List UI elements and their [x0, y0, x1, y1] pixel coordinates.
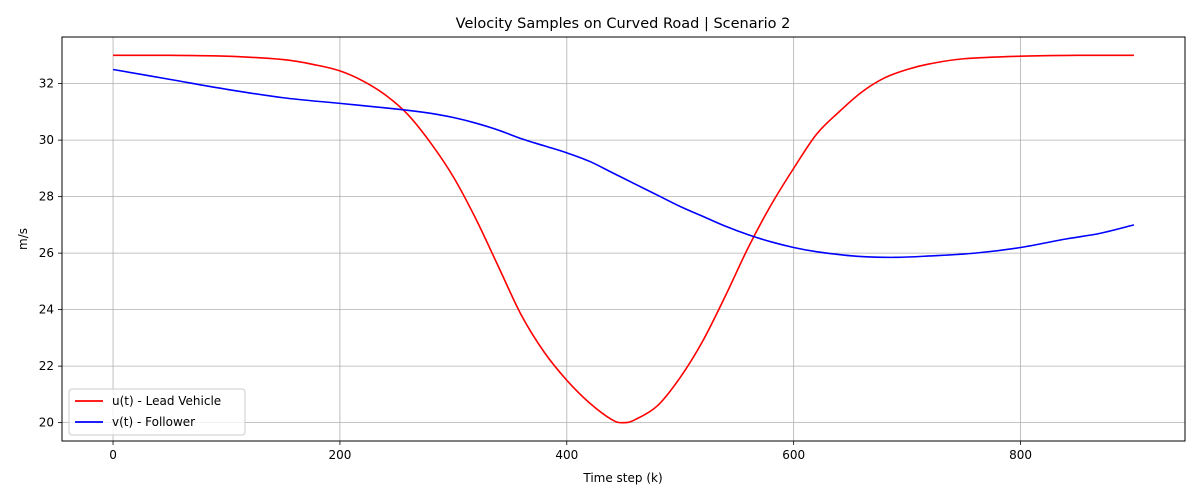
y-axis-ticks: 20 22 24 26 28 30 32 [39, 77, 62, 430]
y-tick-label: 32 [39, 77, 54, 91]
y-tick-label: 20 [39, 416, 54, 430]
y-tick-label: 28 [39, 190, 54, 204]
legend-label-follower: v(t) - Follower [112, 415, 195, 429]
x-tick-label: 0 [109, 448, 117, 462]
legend-box [68, 388, 246, 436]
x-axis-ticks: 0 200 400 600 800 [109, 441, 1032, 462]
x-axis-label: Time step (k) [582, 471, 662, 485]
y-tick-label: 24 [39, 303, 54, 317]
series-line-lead-vehicle [113, 54, 1134, 424]
x-tick-label: 600 [782, 448, 805, 462]
x-tick-label: 200 [328, 448, 351, 462]
x-tick-label: 800 [1009, 448, 1032, 462]
y-axis-label: m/s [16, 228, 30, 250]
y-tick-label: 26 [39, 246, 54, 260]
chart-title: Velocity Samples on Curved Road | Scenar… [456, 16, 791, 32]
plot-frame [61, 36, 1186, 442]
legend-label-lead-vehicle: u(t) - Lead Vehicle [112, 394, 221, 408]
y-tick-label: 30 [39, 133, 54, 147]
grid-lines [62, 37, 1185, 441]
x-tick-label: 400 [555, 448, 578, 462]
legend: u(t) - Lead Vehicle v(t) - Follower [68, 388, 246, 436]
series-lines [112, 54, 1135, 424]
y-tick-label: 22 [39, 359, 54, 373]
series-line-follower [112, 68, 1135, 259]
